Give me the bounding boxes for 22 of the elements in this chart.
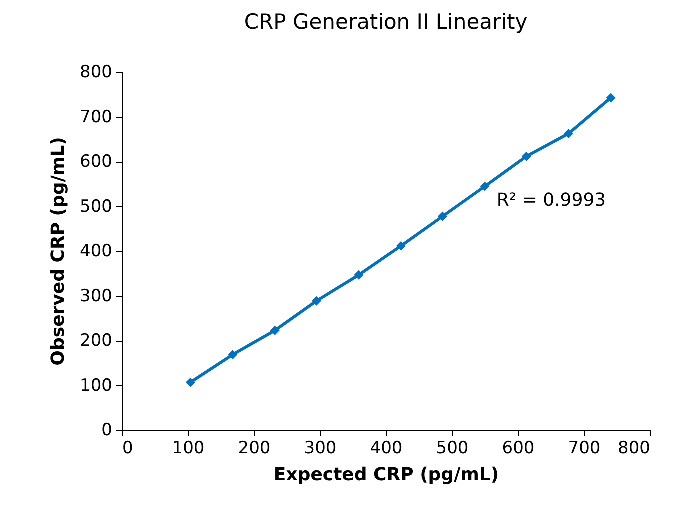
x-tick-label: 500 [436, 438, 469, 458]
x-tick-label: 200 [238, 438, 271, 458]
x-tick-label: 400 [370, 438, 403, 458]
x-tick-label: 600 [502, 438, 535, 458]
y-axis-title: Observed CRP (pg/mL) [48, 137, 70, 366]
y-tick-label: 400 [80, 242, 112, 262]
x-tick-label: 0 [122, 438, 134, 458]
y-tick-label: 500 [80, 196, 112, 217]
y-tick-label: 800 [80, 62, 112, 82]
annotation: R² = 0.9993 [496, 190, 606, 211]
y-tick-label: 0 [102, 420, 112, 440]
y-tick-label: 700 [80, 107, 112, 128]
x-tick-label: 100 [172, 438, 205, 458]
y-tick-label: 200 [80, 331, 112, 351]
y-tick-label: 600 [80, 152, 112, 172]
x-tick-label: 300 [304, 438, 337, 458]
x-tick-label: 700 [568, 438, 601, 458]
y-tick-label: 100 [80, 376, 112, 396]
x-tick-label: 800 [618, 438, 650, 458]
x-axis-title: Expected CRP (pg/mL) [274, 464, 500, 486]
chart-title: CRP Generation II Linearity [244, 10, 528, 34]
y-tick-label: 300 [80, 286, 112, 306]
